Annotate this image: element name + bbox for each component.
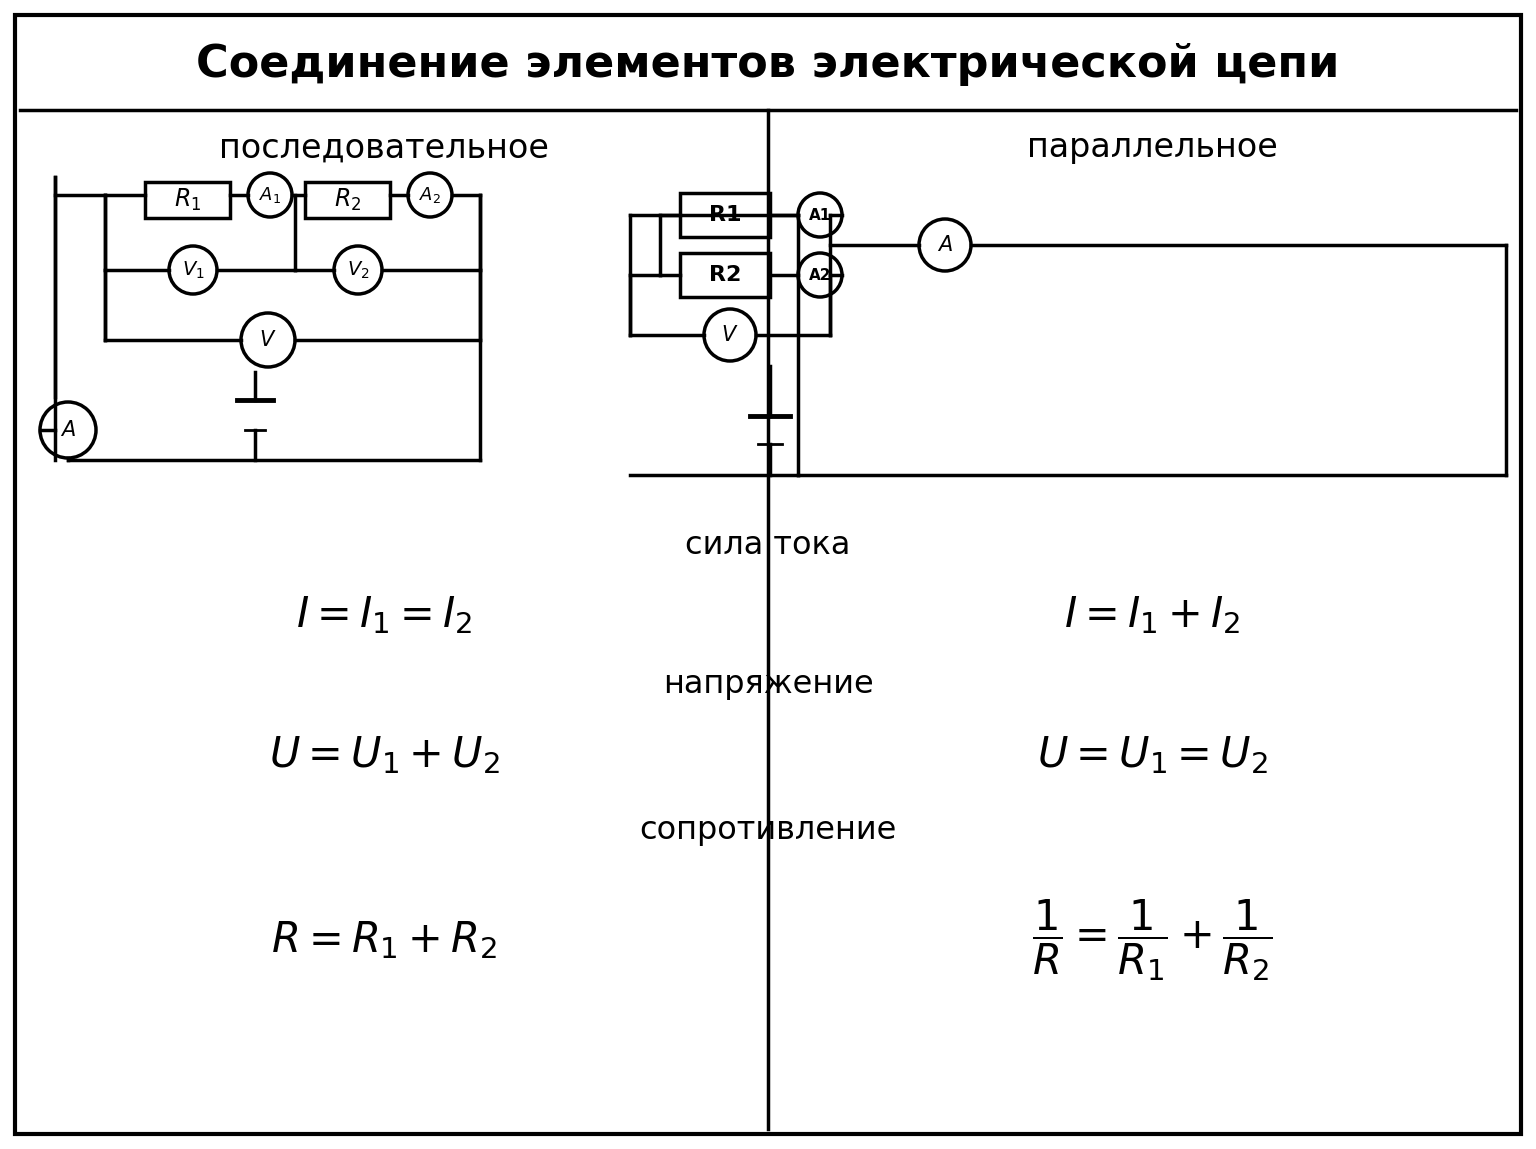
Circle shape bbox=[799, 253, 842, 296]
FancyBboxPatch shape bbox=[680, 253, 770, 296]
Text: $R = R_1 + R_2$: $R = R_1 + R_2$ bbox=[270, 919, 498, 961]
FancyBboxPatch shape bbox=[144, 182, 230, 218]
Text: последовательное: последовательное bbox=[220, 131, 548, 164]
Text: $V_1$: $V_1$ bbox=[181, 260, 204, 280]
Circle shape bbox=[40, 402, 95, 458]
Text: $A_2$: $A_2$ bbox=[419, 185, 441, 205]
Circle shape bbox=[169, 246, 217, 294]
Text: $A_1$: $A_1$ bbox=[260, 185, 281, 205]
Text: R1: R1 bbox=[708, 205, 742, 225]
Circle shape bbox=[409, 173, 452, 217]
Text: $R_2$: $R_2$ bbox=[333, 187, 361, 213]
FancyBboxPatch shape bbox=[15, 15, 1521, 1134]
Text: R2: R2 bbox=[708, 265, 742, 285]
FancyBboxPatch shape bbox=[306, 182, 390, 218]
Text: $U = U_1 + U_2$: $U = U_1 + U_2$ bbox=[269, 734, 499, 776]
Circle shape bbox=[703, 309, 756, 361]
Text: $I = I_1 = I_2$: $I = I_1 = I_2$ bbox=[296, 594, 472, 637]
Text: сопротивление: сопротивление bbox=[639, 815, 897, 846]
Circle shape bbox=[247, 173, 292, 217]
Circle shape bbox=[333, 246, 382, 294]
Text: напряжение: напряжение bbox=[662, 670, 874, 701]
Circle shape bbox=[799, 193, 842, 237]
Text: $\dfrac{1}{R} = \dfrac{1}{R_1} + \dfrac{1}{R_2}$: $\dfrac{1}{R} = \dfrac{1}{R_1} + \dfrac{… bbox=[1032, 897, 1272, 982]
Text: A2: A2 bbox=[809, 268, 831, 283]
Circle shape bbox=[241, 313, 295, 367]
Text: $V_2$: $V_2$ bbox=[347, 260, 369, 280]
Text: A1: A1 bbox=[809, 208, 831, 223]
Text: сила тока: сила тока bbox=[685, 530, 851, 561]
FancyBboxPatch shape bbox=[680, 193, 770, 237]
Circle shape bbox=[919, 219, 971, 271]
Text: $U = U_1 = U_2$: $U = U_1 = U_2$ bbox=[1037, 734, 1267, 776]
Text: параллельное: параллельное bbox=[1026, 131, 1278, 164]
Text: $R_1$: $R_1$ bbox=[174, 187, 201, 213]
Text: $A$: $A$ bbox=[937, 236, 952, 255]
Text: $A$: $A$ bbox=[60, 421, 75, 440]
Text: $V$: $V$ bbox=[722, 325, 739, 345]
Text: Соединение элементов электрической цепи: Соединение элементов электрической цепи bbox=[197, 44, 1339, 86]
Text: $V$: $V$ bbox=[260, 330, 276, 350]
Text: $I = I_1 + I_2$: $I = I_1 + I_2$ bbox=[1064, 594, 1240, 637]
